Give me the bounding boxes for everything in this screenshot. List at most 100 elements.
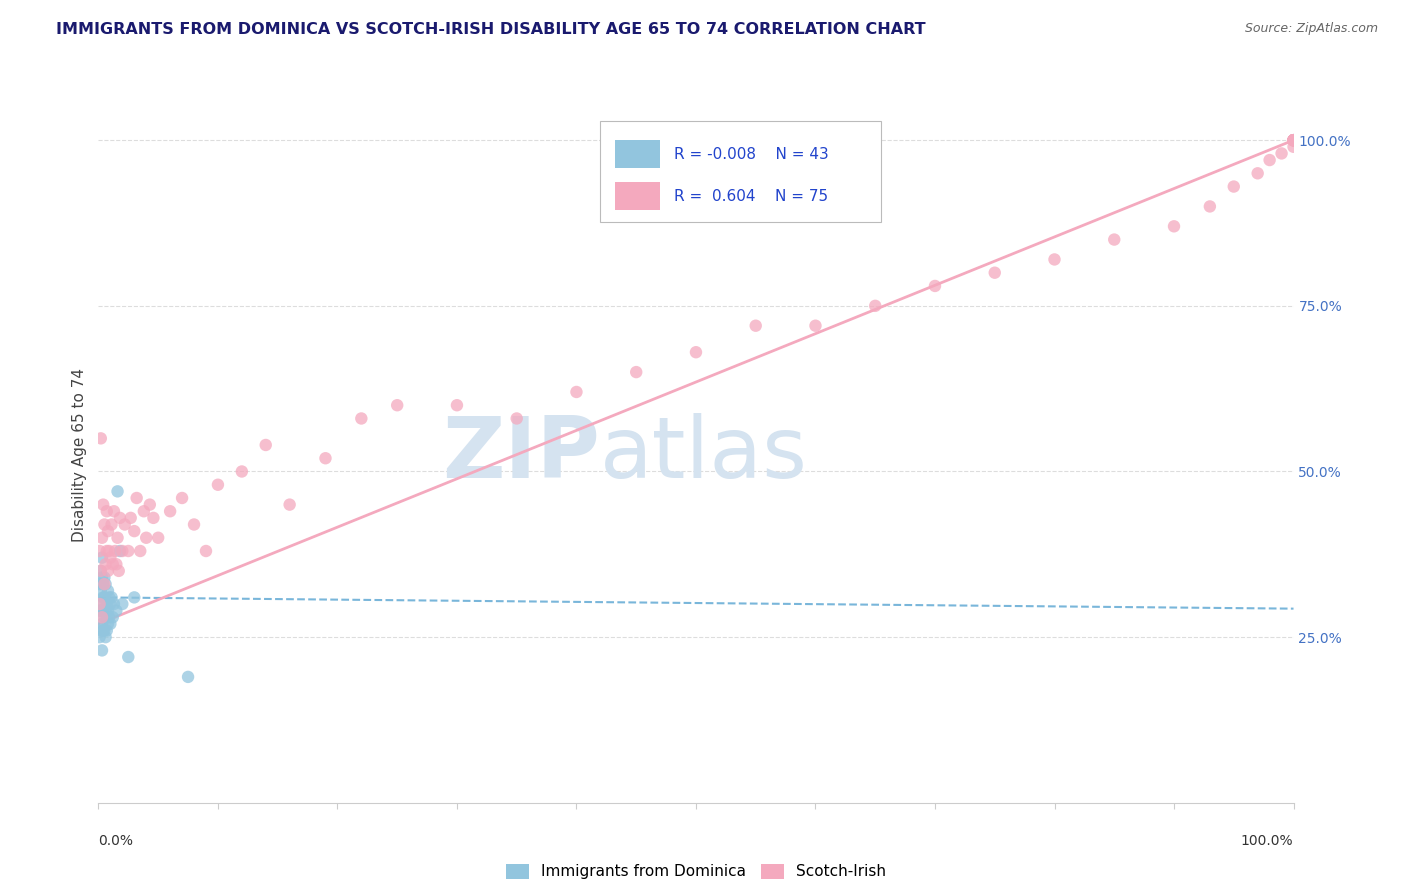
Point [90,583,112,598]
Point [139,498,162,512]
Point [96,610,118,624]
Point [124,591,146,605]
Point [91,577,114,591]
Point [91,597,114,611]
Point [97,604,120,618]
Point [1282,133,1305,147]
Point [101,610,124,624]
Point [91,498,114,512]
Point [90,624,112,638]
Point [97,524,120,538]
Point [565,384,588,399]
Point [93,624,115,638]
Point [350,411,373,425]
Point [91,570,114,584]
Point [142,511,165,525]
Point [506,411,529,425]
Bar [614,182,661,210]
Point [231,465,253,479]
Point [135,531,157,545]
Point [924,279,946,293]
Point [91,610,114,624]
Point [1043,252,1066,267]
Point [132,504,155,518]
Point [984,266,1007,280]
Point [626,365,648,379]
Point [108,511,131,525]
Point [96,624,118,638]
Text: IMMIGRANTS FROM DOMINICA VS SCOTCH-IRISH DISABILITY AGE 65 TO 74 CORRELATION CHA: IMMIGRANTS FROM DOMINICA VS SCOTCH-IRISH… [56,22,927,37]
Point [98,550,122,565]
Point [1271,146,1294,161]
Point [863,299,887,313]
Point [117,544,139,558]
Point [89,544,111,558]
Point [194,544,218,558]
Point [93,570,115,584]
Point [104,544,127,558]
Point [89,630,111,644]
Point [100,517,122,532]
Point [1282,140,1305,154]
Text: R = -0.008    N = 43: R = -0.008 N = 43 [675,147,830,161]
Point [1222,179,1246,194]
Point [96,597,118,611]
Point [90,604,112,618]
Text: ZIP: ZIP [443,413,600,497]
Point [1198,199,1220,213]
Point [1282,133,1305,147]
Point [385,398,409,412]
Point [96,504,118,518]
Point [1282,133,1305,147]
Point [91,643,114,657]
Point [124,524,146,538]
Point [1282,133,1305,147]
Point [90,564,112,578]
Point [98,591,121,605]
Point [107,564,129,578]
Point [107,531,129,545]
Point [1163,219,1185,234]
Y-axis label: Disability Age 65 to 74: Disability Age 65 to 74 [72,368,87,542]
Point [103,504,125,518]
Point [93,577,115,591]
Point [1282,133,1305,147]
Point [90,564,112,578]
Text: Source: ZipAtlas.com: Source: ZipAtlas.com [1244,22,1378,36]
Text: R =  0.604    N = 75: R = 0.604 N = 75 [675,188,828,203]
Point [107,484,129,499]
Point [96,544,118,558]
Point [745,318,768,333]
Bar [614,140,661,169]
Point [89,604,111,618]
Point [315,451,337,466]
Point [94,558,117,572]
Legend: Immigrants from Dominica, Scotch-Irish: Immigrants from Dominica, Scotch-Irish [499,857,893,886]
Point [1282,133,1305,147]
Point [1282,133,1305,147]
Text: 100.0%: 100.0% [1241,834,1294,848]
Point [91,531,114,545]
Point [183,517,205,532]
Point [159,504,181,518]
Point [177,670,200,684]
Point [117,650,139,665]
Text: atlas: atlas [600,413,808,497]
Text: 0.0%: 0.0% [98,834,134,848]
Point [172,491,194,505]
Point [100,591,122,605]
Point [105,604,128,618]
Point [685,345,707,359]
Point [1102,233,1125,247]
Point [98,616,122,631]
Point [94,630,117,644]
Point [446,398,468,412]
Point [91,616,114,631]
Point [1282,133,1305,147]
Point [114,517,136,532]
Point [103,597,125,611]
Point [1282,133,1305,147]
Point [94,577,117,591]
Point [93,591,115,605]
Point [254,438,277,452]
